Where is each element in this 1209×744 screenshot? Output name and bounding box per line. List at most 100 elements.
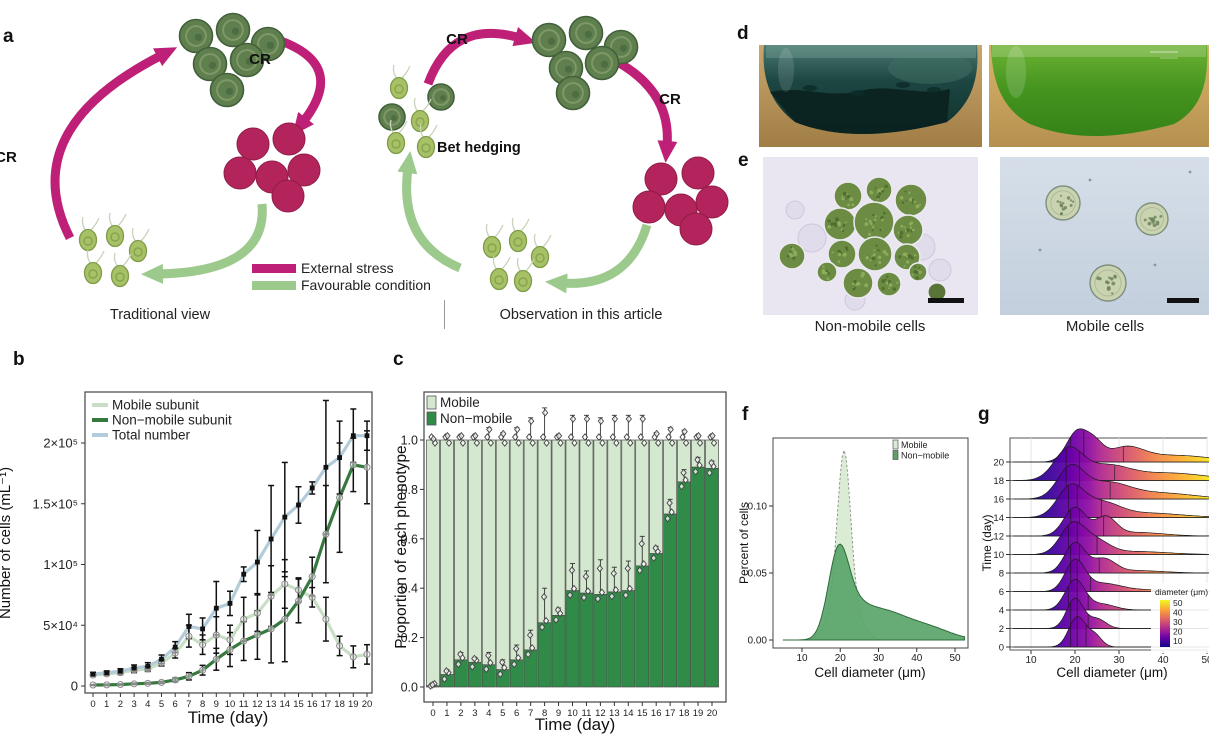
svg-text:5: 5 [159, 699, 164, 710]
svg-text:2: 2 [999, 624, 1004, 635]
panel-label-f: f [742, 404, 749, 425]
svg-text:14: 14 [623, 708, 634, 719]
svg-text:20: 20 [1069, 655, 1081, 666]
svg-text:30: 30 [1113, 655, 1125, 666]
svg-text:30: 30 [1173, 617, 1183, 627]
stressed-cell-clusters [223, 122, 729, 246]
non-mobile-cell-clusters [178, 12, 639, 131]
svg-text:13: 13 [609, 708, 620, 719]
svg-text:18: 18 [334, 699, 345, 710]
svg-text:Proportion of each phenotype: Proportion of each phenotype [393, 445, 410, 648]
svg-text:3: 3 [472, 708, 477, 719]
svg-text:20: 20 [1173, 627, 1183, 637]
favourable-condition-label: Favourable condition [301, 277, 431, 293]
svg-text:CR: CR [0, 149, 17, 166]
svg-text:12: 12 [595, 708, 606, 719]
svg-text:4: 4 [999, 606, 1004, 617]
svg-text:6: 6 [514, 708, 519, 719]
svg-text:19: 19 [348, 699, 359, 710]
svg-text:11: 11 [239, 699, 249, 710]
svg-text:17: 17 [665, 708, 676, 719]
caption-non-mobile-cells: Non-mobile cells [814, 318, 926, 335]
svg-text:15: 15 [293, 699, 304, 710]
svg-text:Mobile subunit: Mobile subunit [112, 398, 199, 413]
svg-text:7: 7 [186, 699, 191, 710]
svg-text:Cell diameter (μm): Cell diameter (μm) [814, 665, 925, 680]
panel-label-c: c [393, 349, 404, 370]
svg-text:4: 4 [486, 708, 491, 719]
svg-text:0.00: 0.00 [748, 636, 768, 647]
svg-text:Mobile: Mobile [440, 395, 480, 410]
svg-text:0: 0 [90, 699, 95, 710]
svg-text:3: 3 [131, 699, 136, 710]
svg-text:17: 17 [321, 699, 332, 710]
svg-text:Bet hedging: Bet hedging [437, 140, 521, 156]
svg-text:1: 1 [444, 708, 449, 719]
panel-label-e: e [738, 150, 749, 171]
svg-text:18: 18 [993, 476, 1004, 487]
svg-text:CR: CR [249, 51, 271, 68]
svg-text:20: 20 [362, 699, 373, 710]
svg-text:CR: CR [446, 31, 468, 48]
svg-text:Time (day): Time (day) [188, 708, 269, 727]
svg-text:Mobile: Mobile [901, 440, 928, 450]
svg-text:18: 18 [679, 708, 690, 719]
svg-text:14: 14 [993, 513, 1004, 524]
svg-text:10: 10 [796, 653, 808, 664]
svg-text:8: 8 [542, 708, 547, 719]
svg-text:CR: CR [659, 91, 681, 108]
svg-text:16: 16 [993, 495, 1004, 506]
svg-text:10: 10 [993, 550, 1004, 561]
svg-text:1.5×10⁵: 1.5×10⁵ [32, 496, 78, 511]
favourable-condition-swatch [252, 281, 296, 290]
svg-text:0.0: 0.0 [401, 681, 418, 695]
svg-text:14: 14 [280, 699, 291, 710]
external-stress-swatch [252, 264, 296, 273]
svg-text:Percent of cells: Percent of cells [737, 502, 751, 584]
svg-text:Time (day): Time (day) [535, 715, 616, 734]
svg-text:Non−mobile: Non−mobile [440, 411, 512, 426]
svg-text:16: 16 [307, 699, 318, 710]
svg-text:40: 40 [1173, 608, 1183, 618]
svg-text:0: 0 [430, 708, 435, 719]
caption-traditional-view: Traditional view [109, 307, 211, 323]
svg-text:2×10⁵: 2×10⁵ [43, 436, 78, 451]
mobile-cell-clusters [78, 64, 552, 293]
svg-text:Non−mobile subunit: Non−mobile subunit [112, 413, 232, 428]
svg-text:13: 13 [266, 699, 277, 710]
panel-label-g: g [978, 404, 990, 425]
svg-text:0.05: 0.05 [748, 569, 768, 580]
svg-text:10: 10 [567, 708, 578, 719]
svg-text:50: 50 [949, 653, 961, 664]
svg-text:9: 9 [214, 699, 219, 710]
svg-text:20: 20 [993, 458, 1004, 469]
svg-text:10: 10 [1025, 655, 1037, 666]
svg-text:8: 8 [999, 569, 1004, 580]
svg-text:4: 4 [145, 699, 150, 710]
svg-text:diameter (μm): diameter (μm) [1155, 587, 1208, 597]
svg-text:30: 30 [873, 653, 885, 664]
svg-text:Time (day): Time (day) [980, 515, 994, 572]
svg-text:0.8: 0.8 [401, 483, 418, 497]
svg-text:0.4: 0.4 [401, 582, 418, 596]
svg-text:1: 1 [104, 699, 109, 710]
panel-label-b: b [13, 349, 25, 370]
svg-text:7: 7 [528, 708, 533, 719]
svg-text:Cell diameter (μm): Cell diameter (μm) [1056, 665, 1167, 680]
svg-text:0.10: 0.10 [748, 502, 768, 513]
svg-text:40: 40 [911, 653, 923, 664]
svg-text:0.6: 0.6 [401, 532, 418, 546]
panel-label-a: a [3, 26, 14, 47]
svg-text:5×10⁴: 5×10⁴ [43, 618, 78, 633]
svg-text:1×10⁵: 1×10⁵ [43, 557, 78, 572]
svg-text:2: 2 [118, 699, 123, 710]
svg-text:Non−mobile: Non−mobile [901, 451, 949, 461]
svg-text:12: 12 [252, 699, 263, 710]
